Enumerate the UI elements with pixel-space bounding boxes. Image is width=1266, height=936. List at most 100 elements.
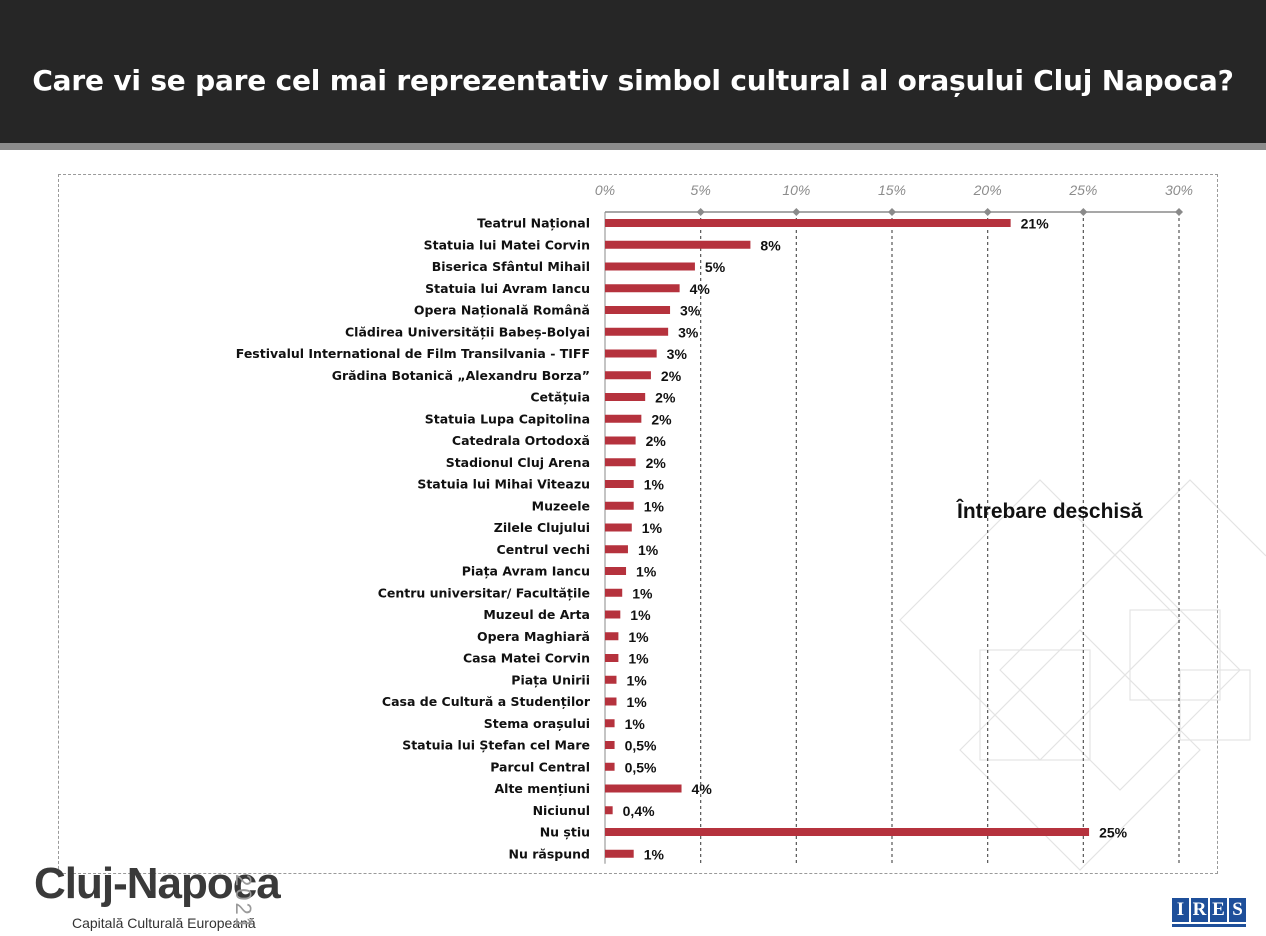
bar (605, 219, 1011, 227)
bar (605, 697, 617, 706)
chart-frame (58, 174, 1218, 874)
data-label: 21% (1021, 216, 1050, 232)
data-label: 2% (646, 433, 667, 449)
data-label: 4% (692, 781, 713, 797)
bar (605, 828, 1090, 836)
tick-marker (696, 208, 705, 216)
bar (605, 262, 695, 271)
category-label: Centrul vechi (497, 542, 590, 557)
data-label: 1% (644, 498, 665, 514)
tick-marker (792, 208, 801, 216)
ires-letter: S (1229, 898, 1246, 922)
category-label: Zilele Clujului (494, 520, 590, 535)
ires-letter: R (1191, 898, 1208, 922)
bar (605, 588, 623, 597)
ires-underline (1172, 924, 1246, 927)
category-label: Statuia lui Ștefan cel Mare (402, 738, 590, 753)
category-label: Statuia lui Avram Iancu (425, 281, 590, 296)
bar (605, 436, 636, 445)
bar (605, 284, 680, 293)
x-tick-label: 10% (782, 182, 810, 198)
chart-grid (604, 208, 1183, 864)
data-label: 1% (626, 672, 647, 688)
category-label: Casa Matei Corvin (463, 651, 590, 666)
bar (605, 501, 634, 510)
category-label: Piața Avram Iancu (462, 564, 590, 579)
x-tick-label: 0% (595, 182, 615, 198)
bar (605, 849, 634, 858)
category-label: Nu știu (540, 825, 590, 840)
bar (605, 306, 671, 314)
category-label: Centru universitar/ Facultățile (378, 585, 590, 600)
bar (605, 741, 615, 749)
data-label: 3% (680, 303, 701, 319)
category-label: Opera Națională Română (414, 303, 590, 318)
tick-marker (1175, 208, 1183, 216)
logo-year: 2021 (231, 874, 256, 931)
cluj-napoca-logo: Cluj-Napoca (34, 859, 281, 908)
data-label: 5% (705, 259, 726, 275)
data-label: 2% (651, 411, 672, 427)
bar (605, 632, 619, 641)
category-label: Teatrul Național (477, 216, 590, 231)
bar (605, 327, 669, 336)
data-label: 1% (628, 629, 649, 645)
data-label: 1% (638, 542, 659, 558)
bar (605, 371, 651, 380)
category-label: Statuia Lupa Capitolina (425, 411, 590, 426)
bar (605, 240, 751, 249)
header-stripe (0, 143, 1266, 150)
data-label: 1% (636, 564, 657, 580)
data-label: 4% (690, 281, 711, 297)
category-label: Clădirea Universității Babeș-Bolyai (345, 324, 590, 339)
tick-marker (983, 208, 992, 216)
data-label: 0,4% (623, 803, 655, 819)
page-title: Care vi se pare cel mai reprezentativ si… (32, 64, 1234, 97)
bar (605, 414, 642, 423)
data-label: 0,5% (625, 738, 657, 754)
bar (605, 349, 657, 358)
logo-subtitle: Capitală Culturală Europeană (72, 915, 256, 931)
bar (605, 784, 682, 793)
data-label: 3% (678, 324, 699, 340)
bar (605, 719, 615, 728)
data-label: 2% (661, 368, 682, 384)
ires-letter: E (1210, 898, 1227, 922)
category-label: Stema orașului (484, 716, 590, 731)
bar (605, 762, 615, 771)
data-label: 0,5% (625, 759, 657, 775)
bar (605, 480, 634, 488)
header-bar: Care vi se pare cel mai reprezentativ si… (0, 0, 1266, 143)
data-label: 25% (1099, 825, 1128, 841)
category-label: Nu răspund (509, 846, 590, 861)
bar (605, 393, 646, 401)
bar (605, 523, 632, 532)
ires-letter: I (1172, 898, 1189, 922)
data-label: 1% (644, 477, 665, 493)
category-label: Parcul Central (490, 759, 590, 774)
x-tick-label: 5% (691, 182, 711, 198)
category-label: Statuia lui Mihai Viteazu (417, 477, 590, 492)
category-label: Piața Unirii (511, 672, 590, 687)
x-tick-label: 30% (1165, 182, 1193, 198)
chart-bars: Teatrul Național 21% Statuia lui Matei Cor… (236, 216, 1128, 863)
data-label: 1% (642, 520, 663, 536)
data-label: 2% (655, 390, 676, 406)
data-label: 1% (626, 694, 647, 710)
x-tick-label: 20% (973, 182, 1002, 198)
category-label: Catedrala Ortodoxă (452, 433, 590, 448)
x-tick-label: 15% (878, 182, 906, 198)
bar (605, 675, 617, 684)
data-label: 8% (760, 237, 781, 253)
data-label: 1% (625, 716, 646, 732)
bar (605, 654, 619, 662)
category-label: Cetățuia (530, 390, 590, 405)
data-label: 1% (644, 846, 665, 862)
category-label: Alte mențiuni (494, 781, 590, 796)
data-label: 2% (646, 455, 667, 471)
x-tick-label: 25% (1068, 182, 1097, 198)
ires-logo: I R E S (1172, 898, 1248, 928)
bar (605, 610, 621, 619)
data-label: 3% (667, 346, 688, 362)
